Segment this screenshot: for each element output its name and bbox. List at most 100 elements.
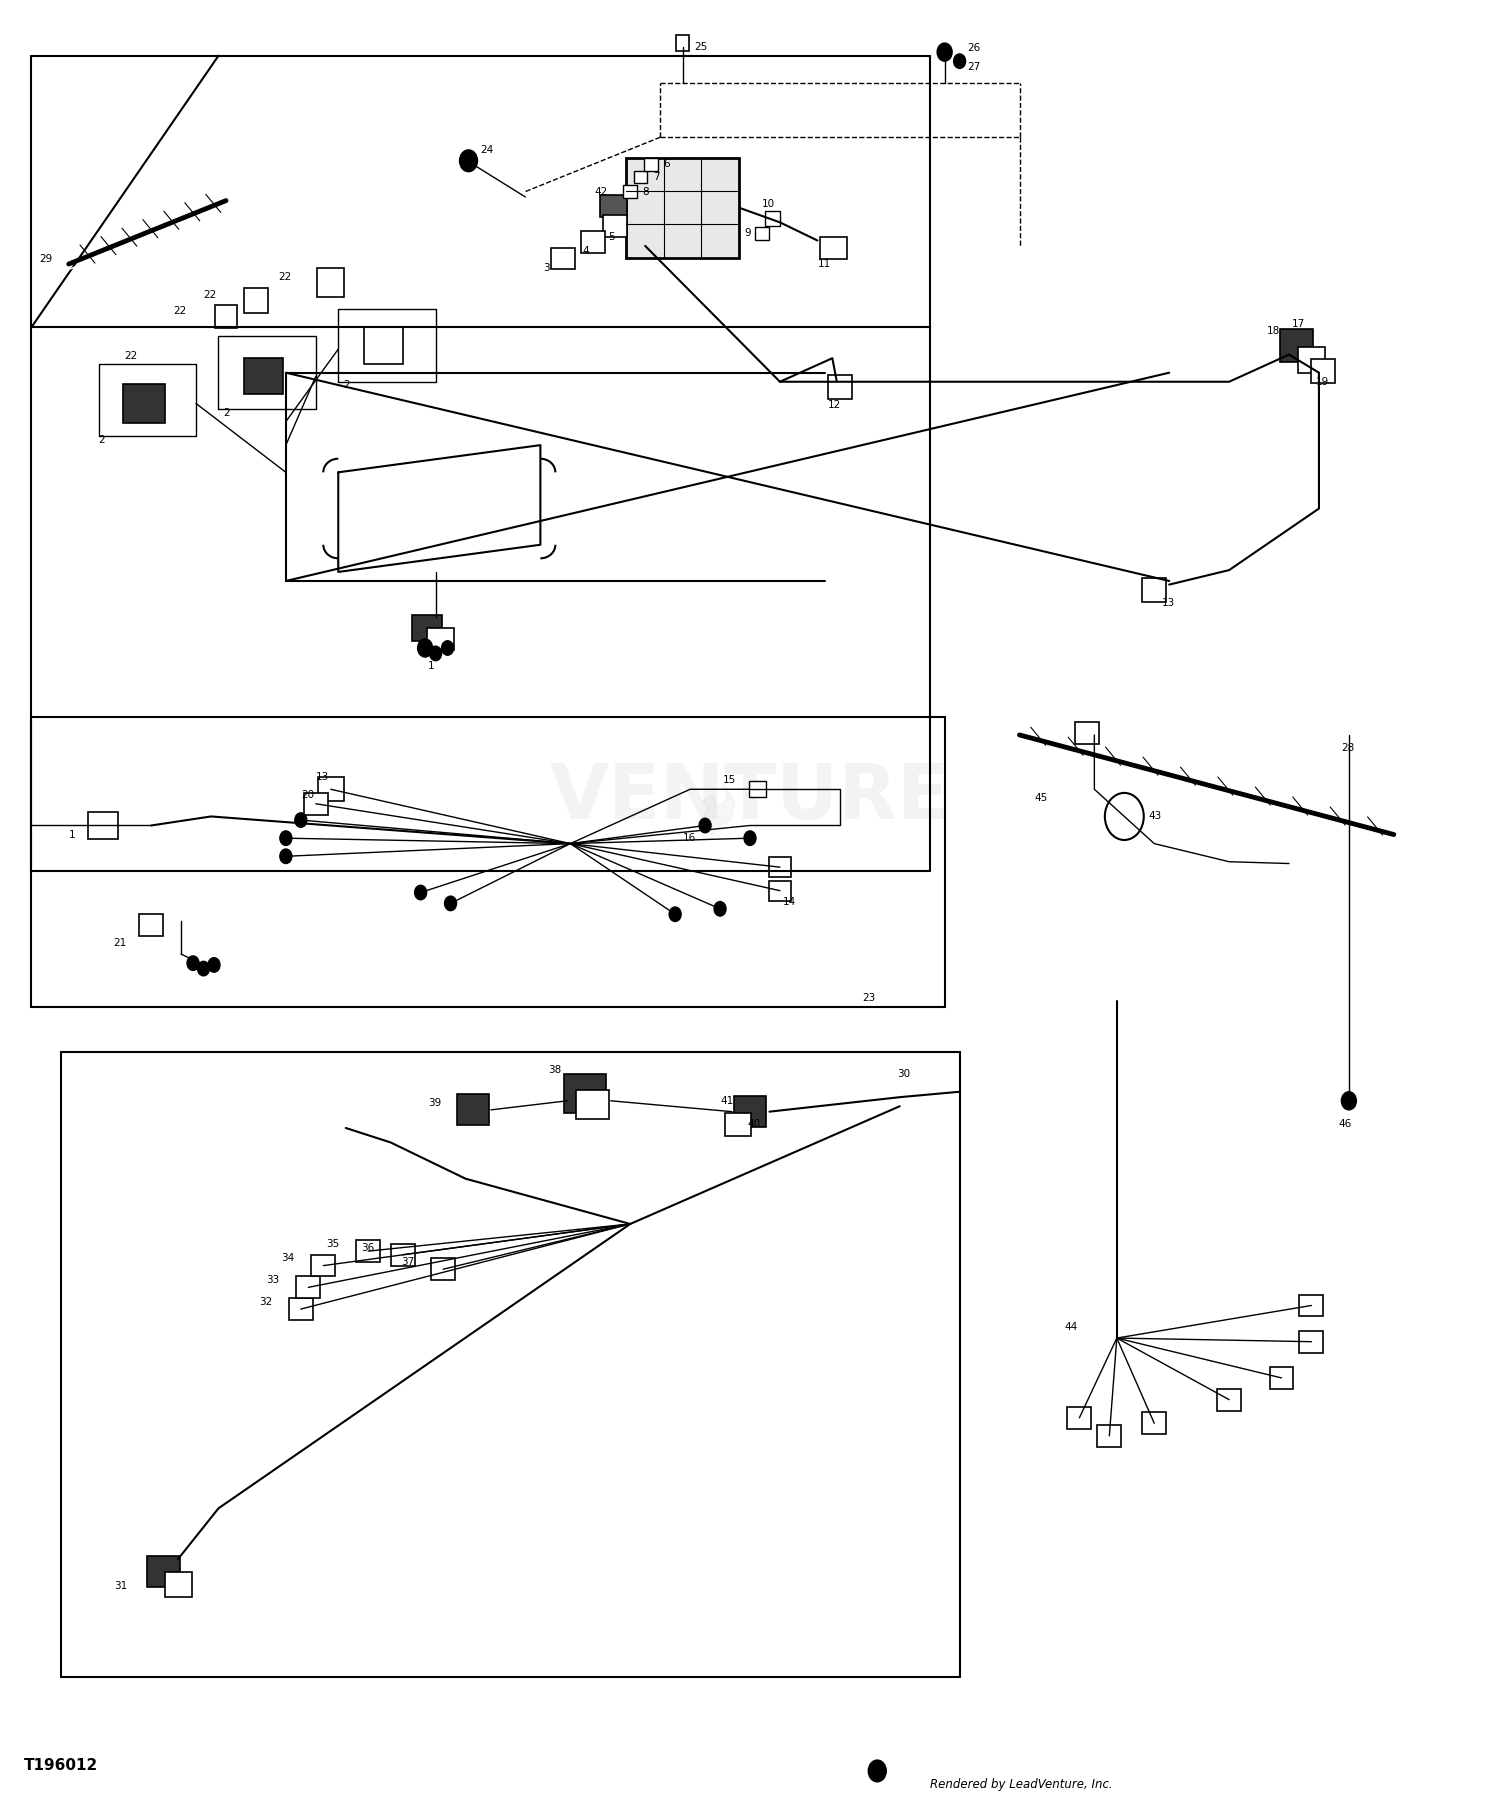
Bar [356, 1241, 380, 1263]
Bar [676, 34, 690, 51]
Text: 11: 11 [818, 259, 831, 268]
Bar [320, 780, 342, 800]
Text: 2: 2 [99, 435, 105, 444]
Circle shape [669, 907, 681, 922]
Bar [768, 882, 790, 902]
Bar [768, 858, 790, 878]
Text: 22: 22 [174, 307, 188, 316]
Bar [576, 1090, 609, 1119]
Text: 22: 22 [124, 352, 138, 361]
Circle shape [444, 896, 456, 911]
Bar [390, 1244, 414, 1266]
Circle shape [209, 958, 220, 972]
Text: 42: 42 [594, 187, 608, 196]
Circle shape [429, 646, 441, 660]
Bar [828, 375, 852, 399]
Bar [765, 212, 780, 227]
Text: Rendered by LeadVenture, Inc.: Rendered by LeadVenture, Inc. [930, 1778, 1113, 1790]
Bar [724, 1112, 752, 1136]
Bar [140, 914, 164, 936]
Circle shape [296, 813, 307, 827]
Bar [1299, 1331, 1323, 1353]
Text: 23: 23 [862, 992, 876, 1003]
Text: 1: 1 [427, 660, 435, 671]
Text: 46: 46 [1338, 1119, 1352, 1130]
Circle shape [744, 831, 756, 845]
Bar [1143, 1413, 1166, 1435]
Text: VENTURE: VENTURE [550, 762, 950, 834]
Circle shape [714, 902, 726, 916]
Text: 13: 13 [316, 771, 328, 782]
Text: 2: 2 [224, 408, 230, 417]
Bar [603, 216, 627, 238]
Bar [363, 327, 402, 363]
Text: 17: 17 [1292, 319, 1305, 328]
Circle shape [188, 956, 200, 970]
Bar [1098, 1426, 1122, 1448]
Text: 37: 37 [400, 1257, 414, 1266]
Bar [634, 171, 648, 183]
Bar [748, 782, 766, 798]
Text: 33: 33 [267, 1275, 279, 1284]
Bar [147, 1556, 180, 1587]
Text: 12: 12 [828, 401, 842, 410]
Circle shape [280, 849, 292, 863]
Text: 16: 16 [682, 833, 696, 844]
Text: 18: 18 [1266, 327, 1280, 336]
Bar [318, 778, 344, 802]
Text: 40: 40 [747, 1119, 760, 1130]
Bar [290, 1299, 314, 1321]
Bar [244, 357, 284, 394]
Text: 24: 24 [480, 145, 494, 154]
Circle shape [198, 961, 210, 976]
Text: 5: 5 [608, 232, 615, 241]
Bar [645, 158, 658, 171]
Text: 7: 7 [652, 172, 660, 181]
Bar [627, 158, 740, 258]
Bar [580, 232, 604, 254]
Circle shape [938, 44, 952, 62]
Bar [244, 288, 268, 314]
Text: 14: 14 [783, 896, 796, 907]
Bar [1280, 328, 1312, 361]
Bar [1216, 1390, 1240, 1411]
Text: 6: 6 [663, 160, 670, 169]
Circle shape [414, 885, 426, 900]
Text: 2: 2 [344, 381, 350, 390]
Bar [1298, 346, 1324, 372]
Text: 44: 44 [1065, 1322, 1077, 1331]
Text: 15: 15 [723, 775, 736, 785]
Text: 19: 19 [1316, 377, 1329, 386]
Polygon shape [698, 784, 735, 834]
Text: 31: 31 [114, 1582, 128, 1591]
Circle shape [868, 1760, 886, 1781]
Bar [411, 615, 441, 640]
Bar [1068, 1408, 1092, 1429]
Text: 27: 27 [968, 62, 981, 71]
Text: 3: 3 [543, 263, 550, 272]
Text: 22: 22 [279, 272, 291, 281]
Bar [564, 1074, 606, 1114]
Bar [600, 196, 627, 218]
Text: T196012: T196012 [24, 1758, 98, 1772]
Text: 8: 8 [642, 187, 650, 196]
Bar [304, 793, 328, 814]
Text: 9: 9 [744, 229, 750, 238]
Circle shape [1106, 793, 1144, 840]
Bar [304, 795, 327, 814]
Bar [297, 1277, 321, 1299]
Circle shape [954, 54, 966, 69]
Bar [318, 268, 345, 297]
Text: 41: 41 [720, 1096, 734, 1107]
Bar [312, 1255, 336, 1277]
Bar [1269, 1368, 1293, 1390]
Bar [734, 1096, 766, 1126]
Bar [123, 383, 165, 423]
Bar [624, 185, 638, 198]
Bar [214, 305, 237, 328]
Bar [88, 813, 118, 840]
Circle shape [441, 640, 453, 655]
Text: 29: 29 [39, 254, 53, 263]
Text: 45: 45 [1035, 793, 1047, 804]
Bar [821, 238, 848, 259]
